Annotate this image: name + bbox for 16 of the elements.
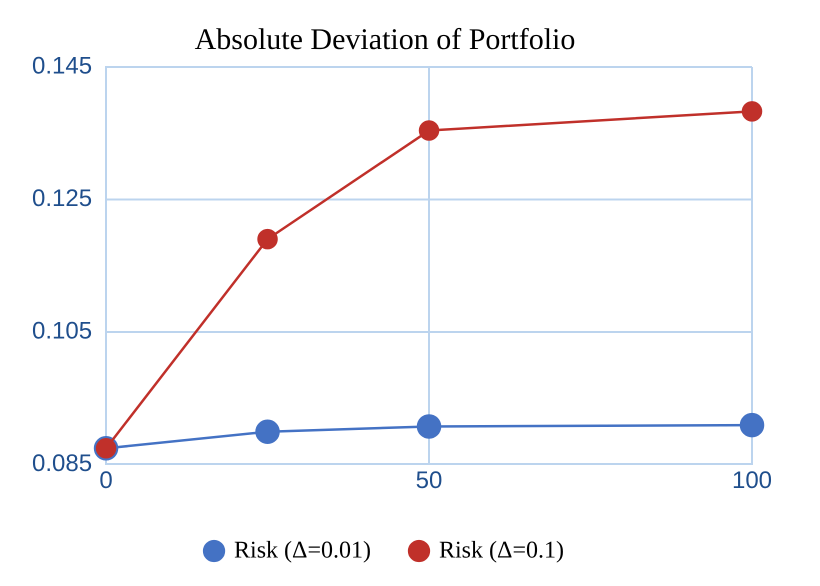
point bbox=[740, 412, 764, 438]
x-tick-label: 100 bbox=[732, 467, 772, 494]
point bbox=[416, 414, 442, 439]
point bbox=[255, 420, 280, 444]
y-tick-label: 0.105 bbox=[32, 317, 92, 344]
point bbox=[742, 101, 762, 122]
chart-title: Absolute Deviation of Portfolio bbox=[194, 22, 576, 56]
y-tick-label: 0.085 bbox=[32, 450, 92, 477]
legend-label: Risk (Δ=0.1) bbox=[439, 537, 564, 564]
y-tick-label: 0.125 bbox=[32, 185, 92, 212]
x-tick-label: 0 bbox=[99, 467, 113, 494]
legend-label: Risk (Δ=0.01) bbox=[234, 537, 371, 564]
y-tick-label: 0.145 bbox=[32, 52, 92, 80]
point bbox=[257, 228, 278, 250]
x-tick-label: 50 bbox=[416, 467, 442, 494]
point bbox=[418, 120, 440, 141]
